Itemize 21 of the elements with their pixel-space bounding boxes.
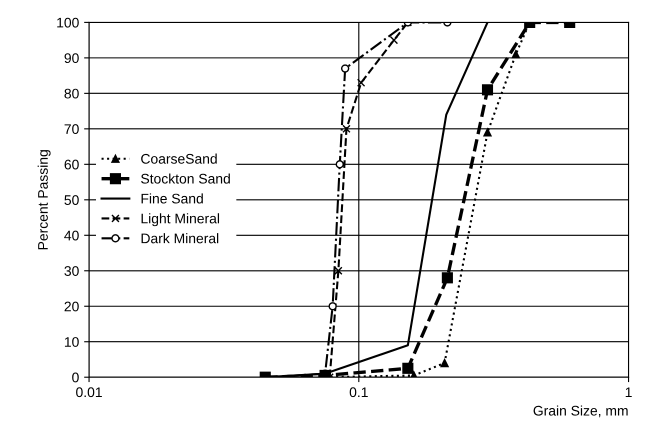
y-axis-title: Percent Passing — [38, 150, 51, 250]
y-tick-label: 20 — [64, 302, 79, 312]
legend-label: Light Mineral — [142, 213, 220, 226]
y-tick-label: 30 — [64, 266, 79, 276]
y-tick-label: 100 — [57, 18, 79, 28]
y-tick-label: 10 — [64, 337, 79, 347]
y-tick-label: 0 — [72, 372, 79, 382]
legend-label: CoarseSand — [141, 154, 217, 164]
legend-label: Dark Mineral — [142, 233, 218, 244]
y-tick-label: 40 — [64, 230, 79, 240]
y-tick-label: 80 — [64, 88, 79, 99]
legend-label: Fine Sand — [142, 193, 203, 204]
y-tick-label: 50 — [64, 195, 79, 205]
legend-label: Stockton Sand — [141, 173, 230, 184]
y-tick-label: 70 — [64, 124, 79, 134]
y-tick-label: 60 — [64, 160, 79, 170]
x-tick-label: 1 — [626, 387, 632, 398]
x-tick-label: 0.1 — [350, 387, 368, 398]
x-axis-title: Grain Size, mm — [534, 405, 628, 418]
y-tick-label: 90 — [64, 53, 79, 64]
x-tick-label: 0.01 — [76, 387, 102, 398]
